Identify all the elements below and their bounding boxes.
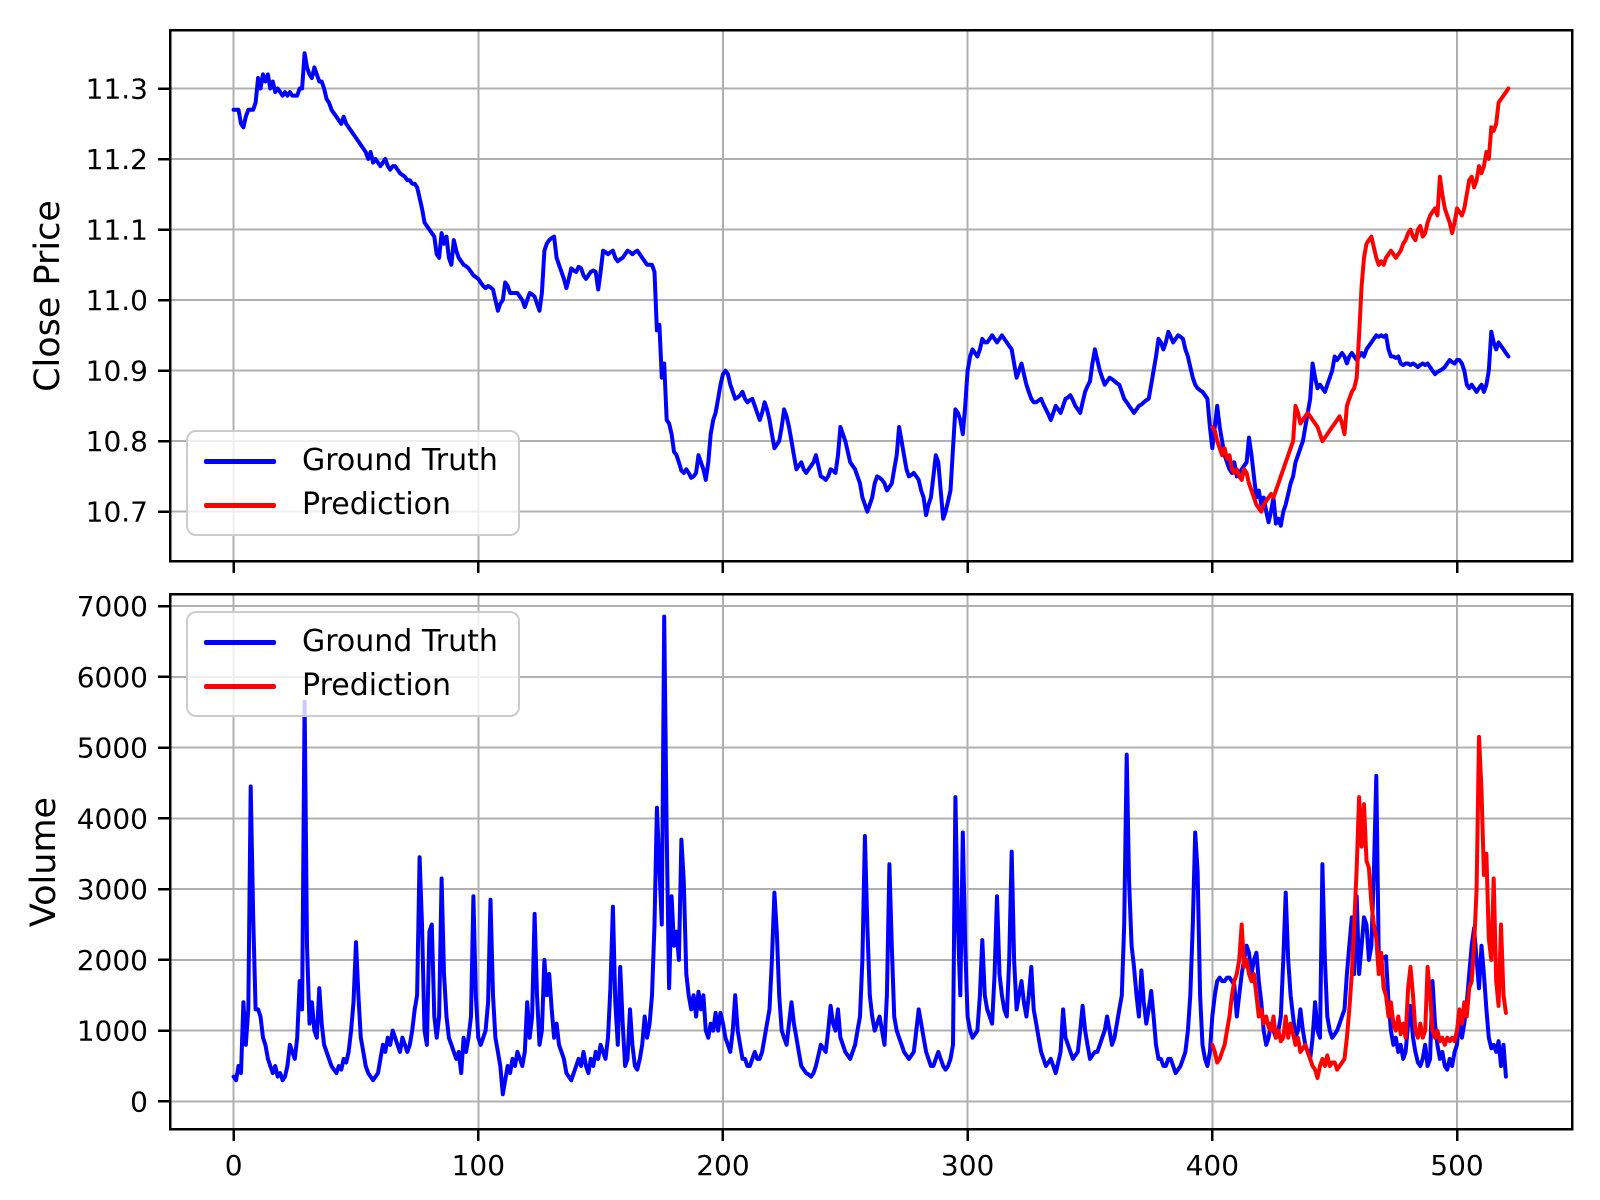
volume-ytick-label: 3000 bbox=[77, 873, 148, 906]
ground-truth-line-swatch bbox=[204, 639, 276, 645]
close-price-ytick-label: 11.2 bbox=[86, 143, 148, 176]
close-price-prediction-line bbox=[1210, 86, 1511, 514]
close-price-spines bbox=[168, 28, 1574, 563]
volume-prediction-line bbox=[1210, 734, 1508, 1080]
close-price-ticks bbox=[158, 87, 1459, 573]
prediction-legend-label: Prediction bbox=[302, 668, 452, 703]
volume-spines bbox=[168, 592, 1574, 1131]
volume-xtick-label: 500 bbox=[1430, 1149, 1483, 1182]
close-price-legend: Ground Truth Prediction bbox=[186, 430, 520, 536]
close-price-ytick-label: 10.9 bbox=[86, 355, 148, 388]
volume-ytick-label: 5000 bbox=[77, 732, 148, 765]
legend-item-ground-truth: Ground Truth bbox=[188, 446, 518, 476]
volume-xtick-label: 0 bbox=[225, 1149, 243, 1182]
close-price-axis-label: Close Price bbox=[28, 200, 68, 392]
volume-xtick-label: 300 bbox=[941, 1149, 994, 1182]
close-price-ground-truth-line bbox=[231, 51, 1511, 528]
prediction-line-swatch bbox=[204, 502, 276, 508]
ground-truth-legend-label: Ground Truth bbox=[302, 443, 498, 478]
volume-ticks bbox=[158, 604, 1459, 1141]
prediction-legend-label: Prediction bbox=[302, 487, 452, 522]
volume-ytick-label: 1000 bbox=[77, 1015, 148, 1048]
volume-ytick-label: 4000 bbox=[77, 802, 148, 835]
volume-ytick-label: 2000 bbox=[77, 944, 148, 977]
legend-item-ground-truth: Ground Truth bbox=[188, 627, 518, 657]
ground-truth-line-swatch bbox=[204, 458, 276, 464]
close-price-chart: 10.7 10.8 10.9 11.0 11.1 11.2 11.3 bbox=[86, 28, 1574, 573]
volume-ytick-label: 0 bbox=[130, 1085, 148, 1118]
ground-truth-legend-label: Ground Truth bbox=[302, 624, 498, 659]
close-price-ytick-label: 11.1 bbox=[86, 214, 148, 247]
volume-legend: Ground Truth Prediction bbox=[186, 611, 520, 717]
volume-ytick-label: 6000 bbox=[77, 661, 148, 694]
volume-ytick-label: 7000 bbox=[77, 590, 148, 623]
close-price-ytick-label: 10.7 bbox=[86, 496, 148, 529]
volume-ground-truth-line bbox=[231, 614, 1508, 1097]
volume-axis-label: Volume bbox=[24, 796, 64, 928]
legend-item-prediction: Prediction bbox=[188, 671, 518, 701]
prediction-line-swatch bbox=[204, 683, 276, 689]
close-price-ytick-label: 11.3 bbox=[86, 73, 148, 106]
volume-xtick-label: 200 bbox=[696, 1149, 749, 1182]
volume-tick-labels: 0 1000 2000 3000 4000 5000 6000 7000 0 100 200 300 4… bbox=[77, 590, 1484, 1182]
legend-item-prediction: Prediction bbox=[188, 490, 518, 520]
close-price-ytick-label: 11.0 bbox=[86, 284, 148, 317]
close-price-tick-labels: 10.7 10.8 10.9 11.0 11.1 11.2 11.3 bbox=[86, 73, 148, 529]
volume-xtick-label: 400 bbox=[1186, 1149, 1239, 1182]
close-price-ytick-label: 10.8 bbox=[86, 425, 148, 458]
volume-xtick-label: 100 bbox=[452, 1149, 505, 1182]
